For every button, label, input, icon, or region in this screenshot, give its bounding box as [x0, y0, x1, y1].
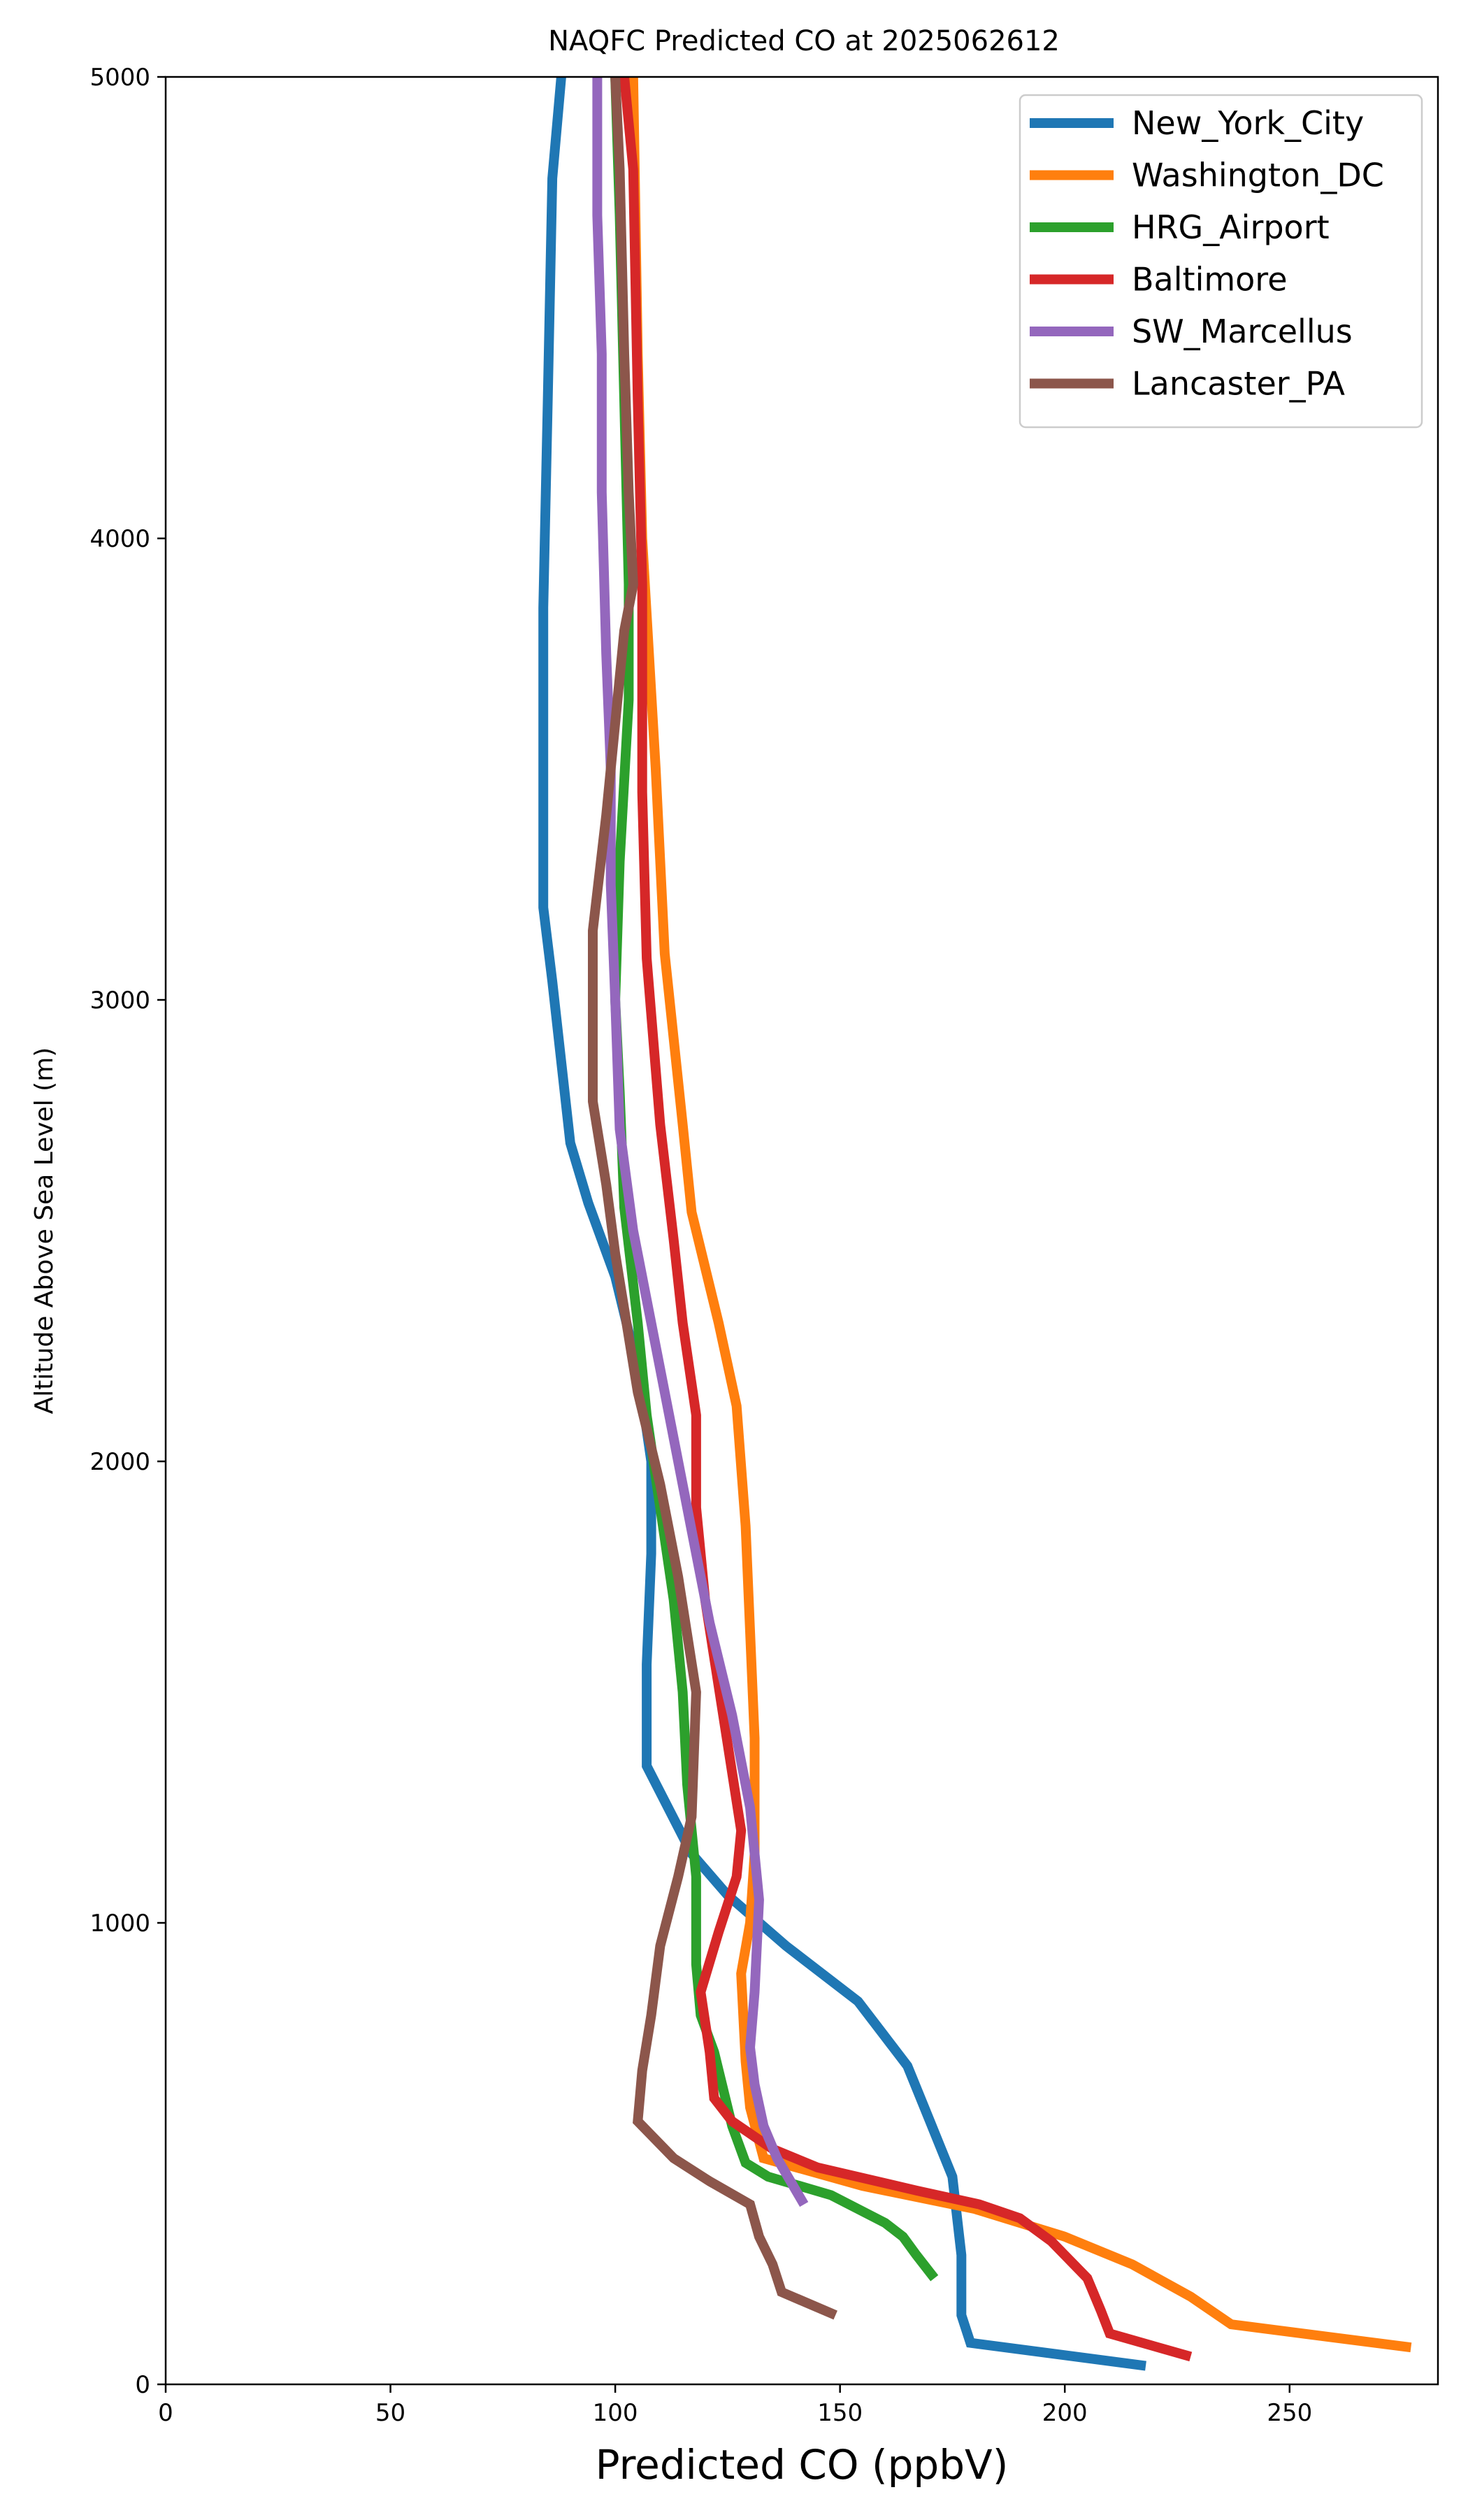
- legend-label: Washington_DC: [1132, 157, 1384, 194]
- legend-label: HRG_Airport: [1132, 208, 1330, 246]
- y-axis: 0 1000 2000 3000 4000 5000: [89, 64, 166, 2399]
- y-tick-label: 3000: [89, 987, 150, 1015]
- legend-label: Baltimore: [1132, 261, 1288, 299]
- x-axis-label: Predicted CO (ppbV): [596, 2441, 1009, 2489]
- y-tick-label: 1000: [89, 1910, 150, 1938]
- y-tick-label: 5000: [89, 64, 150, 92]
- y-tick-label: 4000: [89, 525, 150, 553]
- series-line-hrg-airport: [610, 77, 939, 2282]
- legend-label: New_York_City: [1132, 104, 1364, 142]
- legend: New_York_City Washington_DC HRG_Airport Bal…: [1019, 94, 1423, 429]
- series-line-washington-dc: [628, 77, 1412, 2353]
- series-line-new-york-city: [538, 77, 1146, 2371]
- plot-area: [164, 76, 1439, 2386]
- legend-box: [1019, 94, 1423, 429]
- x-tick-label: 50: [375, 2399, 405, 2427]
- y-tick-label: 0: [135, 2371, 150, 2399]
- y-tick-label: 2000: [89, 1448, 150, 1476]
- y-axis-label: Altitude Above Sea Level (m): [30, 1047, 59, 1415]
- x-tick-label: 0: [158, 2399, 173, 2427]
- x-tick-label: 100: [593, 2399, 638, 2427]
- x-tick-label: 200: [1042, 2399, 1088, 2427]
- x-axis: 0 50 100 150 200 250: [158, 2384, 1312, 2427]
- series-layer: [538, 77, 1412, 2371]
- chart-title: NAQFC Predicted CO at 2025062612: [548, 25, 1060, 57]
- x-tick-label: 250: [1267, 2399, 1312, 2427]
- legend-label: SW_Marcellus: [1132, 313, 1353, 350]
- series-line-sw-marcellus: [592, 77, 809, 2207]
- x-tick-label: 150: [817, 2399, 863, 2427]
- series-line-lancaster-pa: [588, 77, 837, 2320]
- legend-label: Lancaster_PA: [1132, 365, 1345, 403]
- series-line-baltimore: [619, 77, 1193, 2362]
- plot-frame: [164, 76, 1439, 2386]
